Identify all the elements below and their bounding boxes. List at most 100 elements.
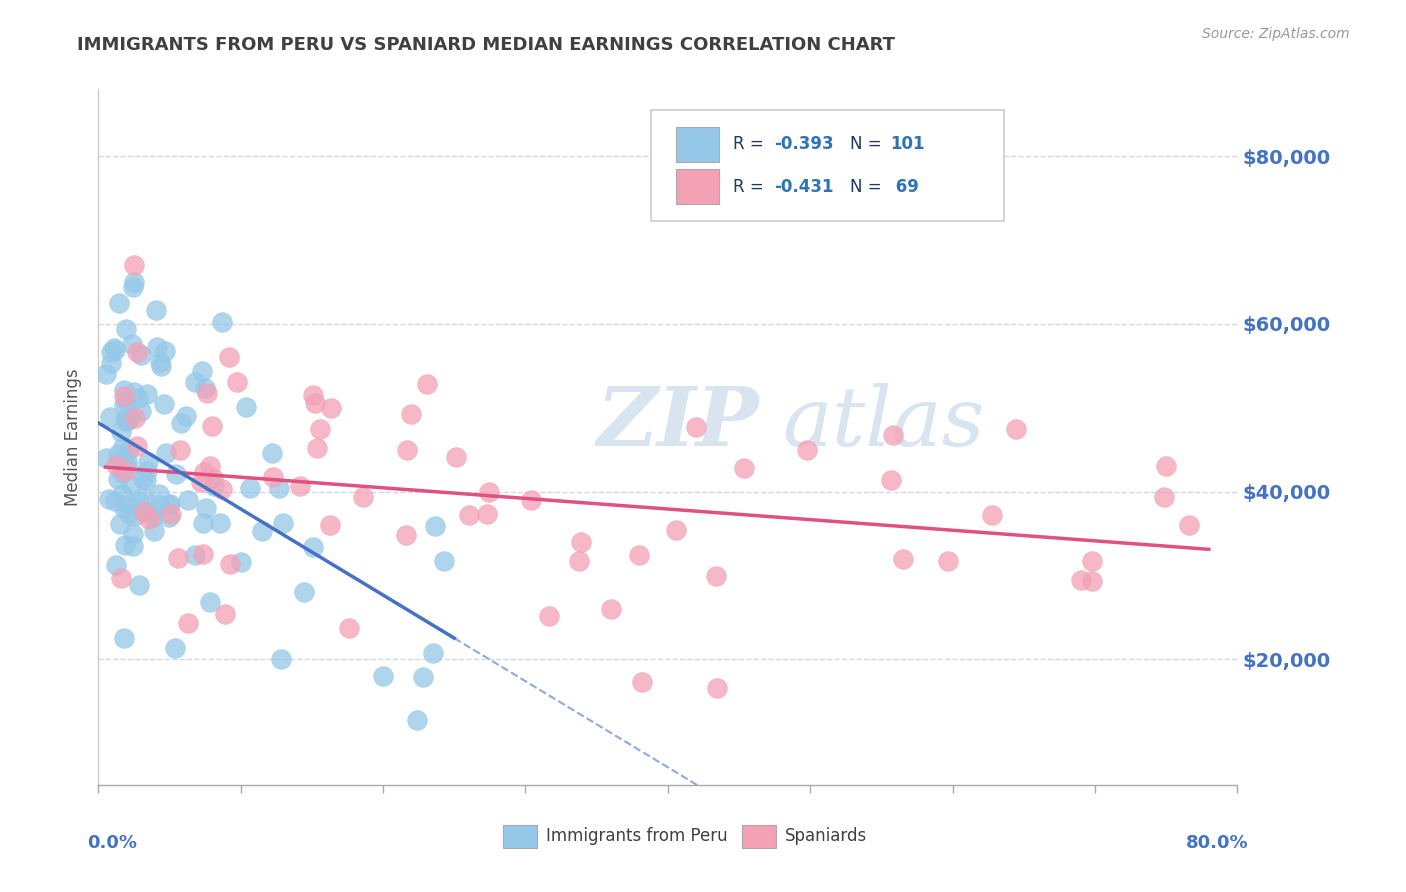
Point xyxy=(262,470,284,484)
Point xyxy=(125,439,148,453)
Point xyxy=(319,517,342,532)
Point xyxy=(135,464,157,478)
Text: 80.0%: 80.0% xyxy=(1187,834,1249,852)
Point xyxy=(267,481,290,495)
Point xyxy=(100,409,122,424)
Point xyxy=(628,548,651,562)
Point xyxy=(112,501,135,516)
Point xyxy=(97,492,120,507)
Point xyxy=(127,345,149,359)
Point xyxy=(110,572,132,586)
Point xyxy=(96,368,118,382)
Point xyxy=(114,411,136,425)
Point xyxy=(1080,574,1102,589)
Point xyxy=(191,516,214,531)
Point xyxy=(107,471,129,485)
Point xyxy=(120,477,142,491)
Point xyxy=(235,400,257,414)
Point xyxy=(191,364,214,378)
Point xyxy=(132,504,155,518)
Point xyxy=(665,523,688,537)
Point xyxy=(630,675,652,690)
Point xyxy=(1005,422,1028,436)
Point xyxy=(271,516,294,531)
Text: 69: 69 xyxy=(890,178,918,195)
Text: Source: ZipAtlas.com: Source: ZipAtlas.com xyxy=(1202,27,1350,41)
Point xyxy=(114,538,136,552)
Point xyxy=(195,386,218,401)
Point xyxy=(1154,459,1177,474)
Point xyxy=(412,669,434,683)
Point xyxy=(124,410,146,425)
Point xyxy=(145,303,167,318)
Point xyxy=(132,491,155,505)
Point xyxy=(308,422,330,436)
Point xyxy=(270,652,292,666)
Point xyxy=(122,508,145,523)
Point xyxy=(288,479,311,493)
Text: N =: N = xyxy=(851,136,887,153)
Point xyxy=(108,516,131,531)
Point xyxy=(152,397,174,411)
Point xyxy=(891,552,914,566)
Text: Immigrants from Peru: Immigrants from Peru xyxy=(546,827,728,845)
Point xyxy=(129,348,152,362)
Point xyxy=(796,443,818,458)
Point xyxy=(190,475,212,490)
Point xyxy=(538,608,561,623)
Point xyxy=(146,340,169,354)
Point xyxy=(733,461,755,475)
Bar xyxy=(676,169,718,204)
Point xyxy=(117,461,139,475)
Text: -0.431: -0.431 xyxy=(773,178,834,195)
Point xyxy=(142,504,165,518)
Point xyxy=(191,548,214,562)
Point xyxy=(122,279,145,293)
Point xyxy=(149,354,172,368)
Point xyxy=(153,344,176,359)
Point xyxy=(475,508,498,522)
Point xyxy=(177,492,200,507)
Point xyxy=(433,554,456,568)
Bar xyxy=(676,128,718,162)
Text: atlas: atlas xyxy=(782,384,984,463)
Point xyxy=(108,296,131,310)
Point xyxy=(135,473,157,487)
Text: N =: N = xyxy=(851,178,887,195)
Point xyxy=(599,601,621,615)
Point xyxy=(128,578,150,592)
Text: 0.0%: 0.0% xyxy=(87,834,136,852)
Point xyxy=(136,387,159,401)
Point xyxy=(121,337,143,351)
Point xyxy=(571,534,593,549)
Point xyxy=(980,508,1002,522)
Point xyxy=(155,446,177,460)
Text: R =: R = xyxy=(733,136,769,153)
Point xyxy=(115,498,138,512)
Point xyxy=(174,409,197,424)
Point xyxy=(127,391,149,405)
Point xyxy=(120,411,142,425)
Point xyxy=(167,551,190,566)
Point xyxy=(122,258,145,272)
Point xyxy=(201,470,224,484)
Point xyxy=(194,500,217,515)
Point xyxy=(936,554,959,568)
Point xyxy=(117,443,139,458)
Text: ZIP: ZIP xyxy=(596,384,759,463)
Point xyxy=(117,507,139,521)
Point xyxy=(229,555,252,569)
Point xyxy=(115,322,138,336)
FancyBboxPatch shape xyxy=(651,110,1004,221)
Point xyxy=(104,493,127,508)
Point xyxy=(142,510,165,524)
Bar xyxy=(503,824,537,847)
Point xyxy=(129,404,152,418)
Point xyxy=(128,494,150,508)
Point xyxy=(520,492,543,507)
Point xyxy=(422,646,444,660)
Point xyxy=(292,585,315,599)
Text: IMMIGRANTS FROM PERU VS SPANIARD MEDIAN EARNINGS CORRELATION CHART: IMMIGRANTS FROM PERU VS SPANIARD MEDIAN … xyxy=(77,36,896,54)
Point xyxy=(457,508,479,522)
Point xyxy=(117,414,139,428)
